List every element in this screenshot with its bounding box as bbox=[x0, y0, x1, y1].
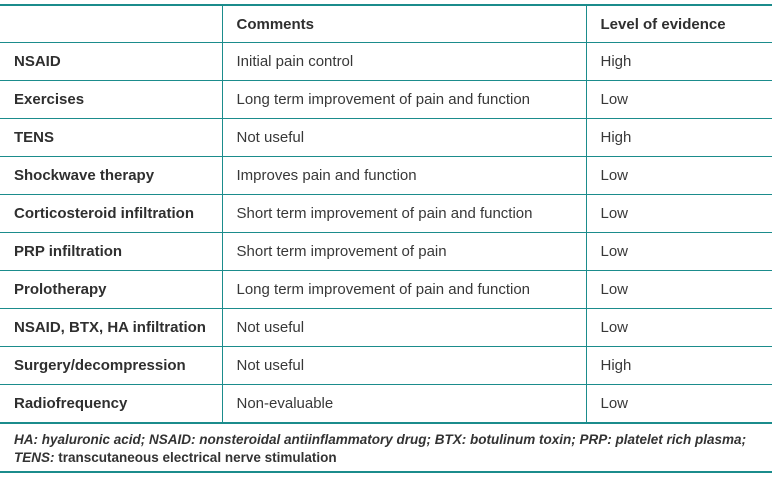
treatment-cell: Radiofrequency bbox=[0, 384, 222, 424]
column-header-treatment bbox=[0, 5, 222, 43]
evidence-cell: Low bbox=[585, 270, 772, 309]
comment-cell: Non-evaluable bbox=[221, 384, 586, 424]
header-row: Comments Level of evidence bbox=[0, 5, 772, 43]
evidence-cell: Low bbox=[585, 232, 772, 271]
evidence-cell: Low bbox=[585, 80, 772, 119]
table-row: Exercises Long term improvement of pain … bbox=[0, 80, 772, 119]
treatment-cell: NSAID, BTX, HA infiltration bbox=[0, 308, 222, 347]
table-footnote: HA: hyaluronic acid; NSAID: nonsteroidal… bbox=[0, 424, 772, 473]
comment-cell: Not useful bbox=[221, 346, 586, 385]
evidence-cell: Low bbox=[585, 156, 772, 195]
table-row: NSAID Initial pain control High bbox=[0, 42, 772, 81]
evidence-cell: Low bbox=[585, 308, 772, 347]
comment-cell: Not useful bbox=[221, 308, 586, 347]
footnote-tens-definition: transcutaneous electrical nerve stimulat… bbox=[54, 450, 337, 465]
evidence-cell: High bbox=[585, 346, 772, 385]
table-row: Radiofrequency Non-evaluable Low bbox=[0, 384, 772, 424]
column-header-comments: Comments bbox=[221, 5, 586, 43]
comment-cell: Short term improvement of pain bbox=[221, 232, 586, 271]
table-row: Prolotherapy Long term improvement of pa… bbox=[0, 270, 772, 309]
table-row: Surgery/decompression Not useful High bbox=[0, 346, 772, 385]
comment-cell: Short term improvement of pain and funct… bbox=[221, 194, 586, 233]
treatment-cell: NSAID bbox=[0, 42, 222, 81]
comment-cell: Not useful bbox=[221, 118, 586, 157]
footnote-abbreviations-line1: HA: hyaluronic acid; NSAID: nonsteroidal… bbox=[14, 432, 747, 447]
evidence-cell: High bbox=[585, 42, 772, 81]
treatment-cell: Exercises bbox=[0, 80, 222, 119]
treatment-cell: Surgery/decompression bbox=[0, 346, 222, 385]
column-header-evidence: Level of evidence bbox=[585, 5, 772, 43]
evidence-cell: Low bbox=[585, 384, 772, 424]
treatment-cell: PRP infiltration bbox=[0, 232, 222, 271]
table-row: NSAID, BTX, HA infiltration Not useful L… bbox=[0, 308, 772, 347]
table-row: Shockwave therapy Improves pain and func… bbox=[0, 156, 772, 195]
evidence-table: Comments Level of evidence NSAID Initial… bbox=[0, 4, 772, 424]
table-row: TENS Not useful High bbox=[0, 118, 772, 157]
table-row: Corticosteroid infiltration Short term i… bbox=[0, 194, 772, 233]
treatment-cell: TENS bbox=[0, 118, 222, 157]
treatment-cell: Prolotherapy bbox=[0, 270, 222, 309]
treatment-cell: Corticosteroid infiltration bbox=[0, 194, 222, 233]
table-header: Comments Level of evidence bbox=[0, 5, 772, 43]
footnote-tens-abbr: TENS: bbox=[14, 450, 55, 465]
table-body: NSAID Initial pain control High Exercise… bbox=[0, 42, 772, 424]
table-row: PRP infiltration Short term improvement … bbox=[0, 232, 772, 271]
evidence-cell: High bbox=[585, 118, 772, 157]
comment-cell: Initial pain control bbox=[221, 42, 586, 81]
comment-cell: Improves pain and function bbox=[221, 156, 586, 195]
comment-cell: Long term improvement of pain and functi… bbox=[221, 270, 586, 309]
treatment-cell: Shockwave therapy bbox=[0, 156, 222, 195]
comment-cell: Long term improvement of pain and functi… bbox=[221, 80, 586, 119]
evidence-cell: Low bbox=[585, 194, 772, 233]
